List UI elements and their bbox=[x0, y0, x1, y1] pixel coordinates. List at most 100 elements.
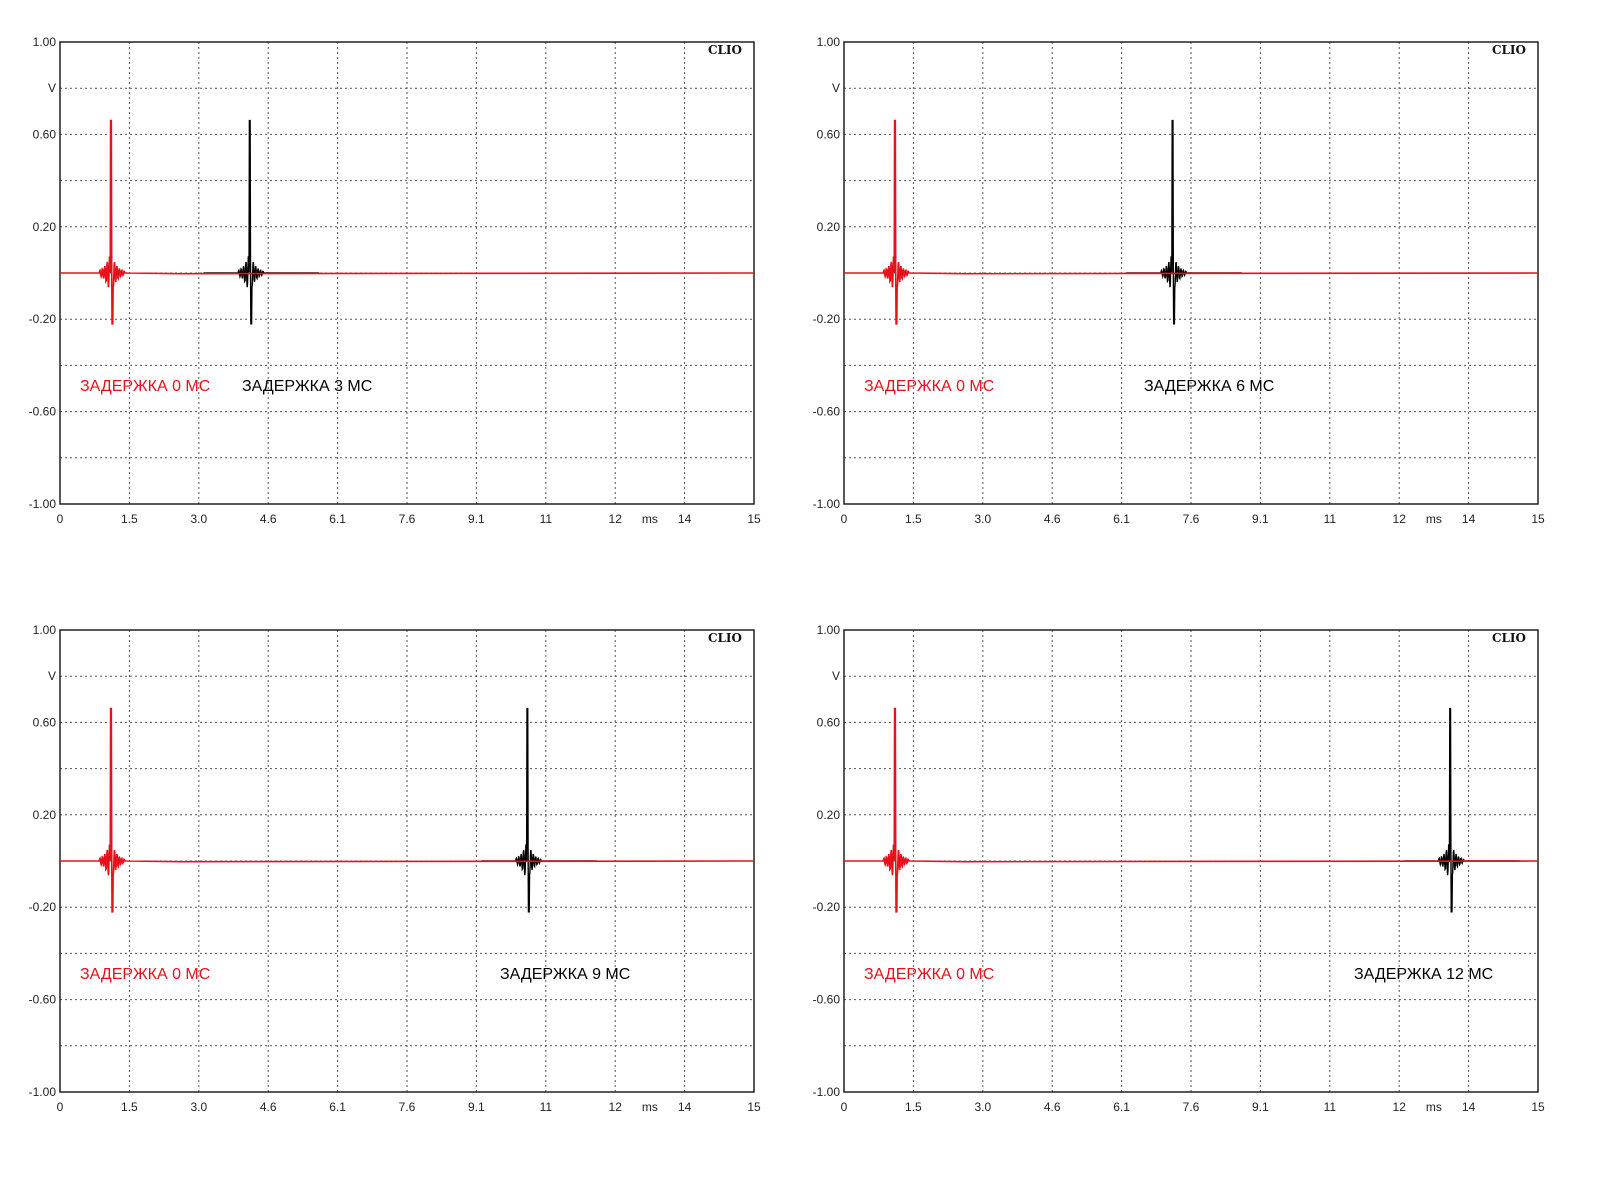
y-axis-label: V bbox=[48, 669, 56, 683]
x-tick-label: 6.1 bbox=[1113, 1100, 1130, 1114]
y-axis-label: V bbox=[832, 81, 840, 95]
x-tick-label: 14 bbox=[678, 512, 692, 526]
trace-label: ЗАДЕРЖКА 0 МС bbox=[80, 378, 210, 395]
y-tick-label: 1.00 bbox=[33, 623, 57, 637]
x-tick-label: 15 bbox=[747, 512, 761, 526]
signal-trace-delayed bbox=[203, 119, 320, 325]
y-tick-label: -0.60 bbox=[813, 405, 841, 419]
y-tick-label: 0.20 bbox=[33, 220, 57, 234]
x-tick-label: 3.0 bbox=[974, 512, 991, 526]
x-tick-label: 1.5 bbox=[121, 512, 138, 526]
clio-brand-label: CLIO bbox=[708, 631, 742, 645]
y-tick-label: 0.20 bbox=[33, 808, 57, 822]
y-tick-label: -1.00 bbox=[29, 1085, 57, 1099]
chart-panel-1: 1.00 0.60 0.20 -0.20 -0.60 -1.00 V 0 1.5 3.0 4.6 6.… bbox=[29, 35, 761, 526]
signal-trace-reference bbox=[60, 707, 755, 913]
x-tick-label: 1.5 bbox=[121, 1100, 138, 1114]
x-tick-label: 11 bbox=[540, 512, 553, 526]
x-tick-label: 1.5 bbox=[905, 512, 922, 526]
x-tick-label: 15 bbox=[747, 1100, 761, 1114]
trace-label: ЗАДЕРЖКА 0 МС bbox=[80, 966, 210, 983]
x-tick-label: 6.1 bbox=[1113, 512, 1130, 526]
y-axis-label: V bbox=[832, 669, 840, 683]
chart-panel-2: 1.00 0.60 0.20 -0.20 -0.60 -1.00 V 0 1.5 3.0 4.6 6.… bbox=[813, 35, 1545, 526]
x-tick-label: 12 bbox=[1393, 512, 1407, 526]
x-tick-label: 9.1 bbox=[468, 512, 485, 526]
x-tick-label: 7.6 bbox=[1183, 512, 1200, 526]
x-axis-label: ms bbox=[1426, 512, 1442, 526]
signal-trace-delayed bbox=[481, 707, 597, 913]
x-tick-label: 4.6 bbox=[1044, 1100, 1061, 1114]
y-tick-label: 0.20 bbox=[817, 808, 841, 822]
trace-label: ЗАДЕРЖКА 3 МС bbox=[242, 378, 372, 395]
y-tick-label: 1.00 bbox=[817, 35, 841, 49]
x-tick-label: 9.1 bbox=[1252, 1100, 1269, 1114]
y-tick-label: -0.20 bbox=[813, 900, 841, 914]
x-tick-label: 9.1 bbox=[1252, 512, 1269, 526]
y-tick-label: -0.20 bbox=[813, 312, 841, 326]
clio-brand-label: CLIO bbox=[1492, 631, 1526, 645]
trace-label: ЗАДЕРЖКА 9 МС bbox=[500, 966, 630, 983]
trace-label: ЗАДЕРЖКА 0 МС bbox=[864, 378, 994, 395]
chart-panel-3: 1.00 0.60 0.20 -0.20 -0.60 -1.00 V 0 1.5 3.0 4.6 6.… bbox=[29, 623, 761, 1114]
trace-label: ЗАДЕРЖКА 12 МС bbox=[1354, 966, 1493, 983]
y-tick-label: 1.00 bbox=[33, 35, 57, 49]
x-tick-label: 0 bbox=[57, 1100, 64, 1114]
x-tick-label: 6.1 bbox=[329, 512, 346, 526]
x-tick-label: 3.0 bbox=[190, 1100, 207, 1114]
x-tick-label: 0 bbox=[841, 512, 848, 526]
x-tick-label: 11 bbox=[540, 1100, 553, 1114]
x-axis-label: ms bbox=[642, 512, 658, 526]
y-tick-label: 0.20 bbox=[817, 220, 841, 234]
x-tick-label: 12 bbox=[609, 512, 623, 526]
clio-brand-label: CLIO bbox=[1492, 43, 1526, 57]
y-tick-label: 0.60 bbox=[817, 127, 841, 141]
x-tick-label: 11 bbox=[1324, 512, 1337, 526]
x-axis-label: ms bbox=[642, 1100, 658, 1114]
signal-trace-reference bbox=[844, 119, 1539, 325]
x-tick-label: 0 bbox=[57, 512, 64, 526]
x-tick-label: 14 bbox=[1462, 1100, 1476, 1114]
y-tick-label: 0.60 bbox=[33, 715, 57, 729]
y-tick-label: -0.20 bbox=[29, 900, 57, 914]
x-tick-label: 12 bbox=[609, 1100, 623, 1114]
x-tick-label: 7.6 bbox=[399, 1100, 416, 1114]
signal-trace-reference bbox=[60, 119, 755, 325]
x-tick-label: 1.5 bbox=[905, 1100, 922, 1114]
x-tick-label: 14 bbox=[1462, 512, 1476, 526]
x-tick-label: 6.1 bbox=[329, 1100, 346, 1114]
y-tick-label: -1.00 bbox=[29, 497, 57, 511]
trace-label: ЗАДЕРЖКА 0 МС bbox=[864, 966, 994, 983]
x-tick-label: 7.6 bbox=[1183, 1100, 1200, 1114]
x-tick-label: 12 bbox=[1393, 1100, 1407, 1114]
x-tick-label: 11 bbox=[1324, 1100, 1337, 1114]
y-tick-label: 0.60 bbox=[33, 127, 57, 141]
y-tick-label: -1.00 bbox=[813, 497, 841, 511]
clio-brand-label: CLIO bbox=[708, 43, 742, 57]
y-tick-label: -1.00 bbox=[813, 1085, 841, 1099]
x-tick-label: 4.6 bbox=[1044, 512, 1061, 526]
y-tick-label: -0.60 bbox=[813, 993, 841, 1007]
x-tick-label: 14 bbox=[678, 1100, 692, 1114]
signal-trace-delayed bbox=[1126, 119, 1242, 325]
x-tick-label: 9.1 bbox=[468, 1100, 485, 1114]
x-tick-label: 3.0 bbox=[190, 512, 207, 526]
x-tick-label: 15 bbox=[1531, 512, 1545, 526]
x-axis-label: ms bbox=[1426, 1100, 1442, 1114]
chart-panel-4: 1.00 0.60 0.20 -0.20 -0.60 -1.00 V 0 1.5 3.0 4.6 6.… bbox=[813, 623, 1545, 1114]
x-tick-label: 0 bbox=[841, 1100, 848, 1114]
x-tick-label: 4.6 bbox=[260, 1100, 277, 1114]
y-tick-label: 0.60 bbox=[817, 715, 841, 729]
signal-trace-reference bbox=[844, 707, 1539, 913]
trace-label: ЗАДЕРЖКА 6 МС bbox=[1144, 378, 1274, 395]
x-tick-label: 7.6 bbox=[399, 512, 416, 526]
y-tick-label: -0.60 bbox=[29, 993, 57, 1007]
y-tick-label: 1.00 bbox=[817, 623, 841, 637]
y-tick-label: -0.60 bbox=[29, 405, 57, 419]
y-tick-label: -0.20 bbox=[29, 312, 57, 326]
x-tick-label: 15 bbox=[1531, 1100, 1545, 1114]
y-axis-label: V bbox=[48, 81, 56, 95]
x-tick-label: 3.0 bbox=[974, 1100, 991, 1114]
x-tick-label: 4.6 bbox=[260, 512, 277, 526]
